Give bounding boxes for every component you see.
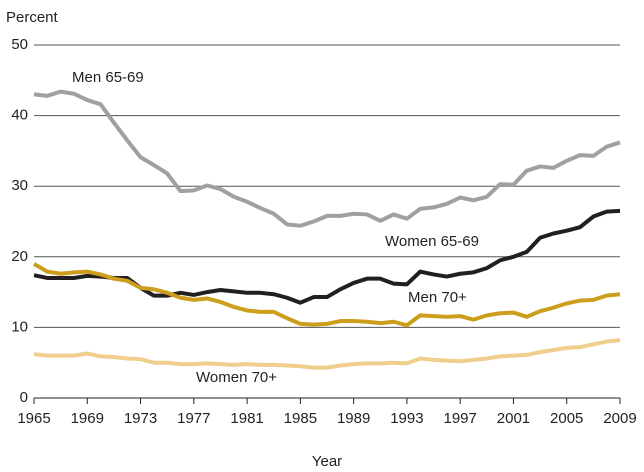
y-tick-label: 40: [11, 107, 28, 124]
y-tick-label: 30: [11, 177, 28, 194]
x-tick-label: 1973: [124, 410, 157, 427]
x-tick-label: 2009: [603, 410, 636, 427]
x-tick-label: 1969: [71, 410, 104, 427]
x-axis-label: Year: [312, 453, 342, 470]
x-tick-label: 1985: [284, 410, 317, 427]
x-tick-label: 2005: [550, 410, 583, 427]
series-line: [33, 89, 621, 228]
y-tick-label: 50: [11, 36, 28, 53]
x-tick-label: 1981: [230, 410, 263, 427]
y-tick-label: 0: [20, 389, 28, 406]
x-tick-label: 1993: [390, 410, 423, 427]
x-tick-label: 1989: [337, 410, 370, 427]
x-tick-label: 1997: [443, 410, 476, 427]
series-line: [32, 262, 621, 328]
x-tick-label: 1977: [177, 410, 210, 427]
series-label: Women 70+: [196, 369, 277, 386]
series-line: [33, 338, 621, 370]
y-tick-label: 10: [11, 318, 28, 335]
x-tick-label: 2001: [497, 410, 530, 427]
y-tick-label: 20: [11, 248, 28, 265]
series-label: Men 70+: [408, 289, 467, 306]
series-label: Women 65-69: [385, 233, 479, 250]
y-axis-label: Percent: [6, 9, 59, 26]
x-tick-label: 1965: [17, 410, 50, 427]
series-label: Men 65-69: [72, 69, 144, 86]
